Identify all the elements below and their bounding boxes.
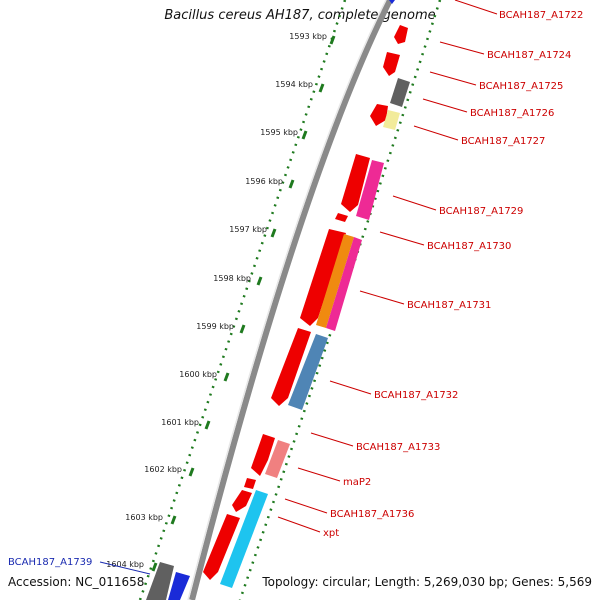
kbp-tick <box>256 276 263 286</box>
gene-blue <box>168 572 190 600</box>
topology-text: Topology: circular; Length: 5,269,030 bp… <box>262 575 592 589</box>
genome-title: Bacillus cereus AH187, complete genome <box>164 8 436 23</box>
gene-arrow-blue <box>389 0 395 4</box>
other-features <box>146 78 410 600</box>
leader-line <box>392 195 437 211</box>
gene-pink <box>326 237 362 331</box>
gene-label: BCAH187_A1722 <box>499 10 583 21</box>
leader-line <box>413 125 459 141</box>
gene-pink <box>356 160 384 220</box>
gene-arrow-red <box>341 154 370 212</box>
leader-line <box>277 516 321 533</box>
kbp-label: 1601 kbp <box>161 418 199 427</box>
gene-arrow-red <box>203 514 240 580</box>
kbp-tick <box>239 324 246 334</box>
leader-line <box>310 432 354 447</box>
leader-line <box>429 71 477 86</box>
kbp-tick <box>170 515 177 525</box>
gene-arrow-red <box>335 213 348 222</box>
kbp-label: 1603 kbp <box>125 513 163 522</box>
gene-cyan <box>220 490 268 588</box>
kbp-tick <box>188 467 195 477</box>
leader-line <box>454 0 498 15</box>
leader-line <box>99 561 151 575</box>
kbp-label: 1594 kbp <box>275 80 313 89</box>
gene-label: maP2 <box>343 477 371 488</box>
genome-backbone <box>189 0 393 600</box>
gene-arrow-red <box>370 104 388 126</box>
accession-text: Accession: NC_011658 <box>8 575 145 589</box>
kbp-label: 1597 kbp <box>229 225 267 234</box>
gene-label: BCAH187_A1731 <box>407 300 491 311</box>
gene-label: BCAH187_A1736 <box>330 509 414 520</box>
kbp-label: 1596 kbp <box>245 177 283 186</box>
gene-arrow-red <box>300 229 346 326</box>
gene-arrow-red <box>251 434 275 476</box>
leader-line <box>422 98 468 113</box>
gene-label: BCAH187_A1739 <box>8 557 92 568</box>
gene-label: BCAH187_A1727 <box>461 136 545 147</box>
kbp-tick <box>223 372 230 382</box>
kbp-tick <box>270 228 277 238</box>
genome-backbone-highlight <box>187 0 387 600</box>
gene-label: BCAH187_A1732 <box>374 390 458 401</box>
kbp-tick <box>329 35 336 45</box>
kbp-label: 1599 kbp <box>196 322 234 331</box>
leader-line <box>359 290 405 305</box>
kbp-tick <box>151 562 158 572</box>
gene-arrow-red <box>271 328 311 406</box>
kbp-label: 1598 kbp <box>213 274 251 283</box>
gene-label: BCAH187_A1725 <box>479 81 563 92</box>
gene-salmon <box>265 440 290 478</box>
leader-line <box>284 498 328 514</box>
kbp-label: 1595 kbp <box>260 128 298 137</box>
gene-label: BCAH187_A1729 <box>439 206 523 217</box>
kbp-label: 1593 kbp <box>289 32 327 41</box>
gene-label: BCAH187_A1730 <box>427 241 511 252</box>
gene-grey <box>390 78 410 107</box>
kbp-label: 1600 kbp <box>179 370 217 379</box>
kbp-label: 1602 kbp <box>144 465 182 474</box>
gene-grey <box>146 562 174 600</box>
kbp-tick <box>288 179 295 189</box>
kbp-ticks <box>151 35 336 572</box>
gene-arrow-red <box>383 52 400 76</box>
leader-line <box>297 467 341 482</box>
leader-line <box>379 231 425 246</box>
label-leaders <box>99 0 498 575</box>
gene-pale-yellow <box>383 110 400 130</box>
gene-label: xpt <box>323 528 339 539</box>
leader-line <box>439 41 485 55</box>
gene-label: BCAH187_A1724 <box>487 50 571 61</box>
kbp-tick <box>318 83 325 93</box>
kbp-tick <box>204 420 211 430</box>
kbp-label: 1604 kbp <box>106 560 144 569</box>
gene-label: BCAH187_A1733 <box>356 442 440 453</box>
gene-arrow-red <box>394 25 408 44</box>
gene-arrow-red <box>244 478 256 489</box>
reverse-strand-genes <box>203 0 408 580</box>
gene-steel-blue <box>288 334 328 410</box>
gene-label: BCAH187_A1726 <box>470 108 554 119</box>
kbp-tick <box>301 130 308 140</box>
gene-orange <box>316 234 354 328</box>
leader-line <box>329 380 372 395</box>
gene-arrow-red <box>232 490 252 512</box>
